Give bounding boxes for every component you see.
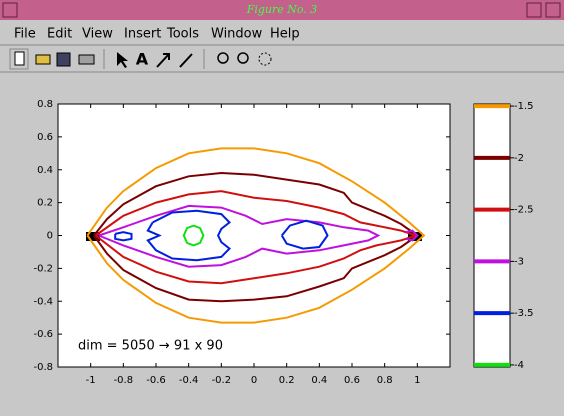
x-tick-label: -0.6	[146, 375, 166, 386]
menu-item[interactable]: Tools	[166, 27, 199, 42]
menu-item[interactable]: Window	[211, 27, 263, 42]
contour-line	[98, 204, 419, 268]
x-tick-label: 0.2	[279, 375, 295, 386]
colorbar-tick-label: -1.5	[514, 101, 534, 112]
x-tick-label: 1	[414, 375, 420, 386]
x-tick-label: 0.6	[344, 375, 360, 386]
line-button[interactable]	[179, 53, 193, 68]
select-button[interactable]	[117, 52, 128, 68]
x-tick-label: -1	[86, 375, 96, 386]
contour-line	[86, 147, 426, 324]
y-tick-label: -0.2	[33, 263, 53, 274]
menu-item[interactable]: Edit	[47, 27, 72, 42]
print-button[interactable]	[78, 54, 95, 65]
window-title: Figure No. 3	[246, 3, 318, 16]
window-menu-button[interactable]	[2, 2, 18, 18]
x-tick-label: 0	[251, 375, 257, 386]
contour-line	[114, 209, 329, 262]
y-tick-label: 0.6	[37, 132, 53, 143]
axes	[57, 103, 451, 368]
maximize-button[interactable]	[545, 2, 561, 18]
x-tick-label: -0.4	[179, 375, 199, 386]
toolbar: A	[9, 48, 272, 70]
y-tick-label: 0.2	[37, 198, 53, 209]
x-tick-label: 0.8	[377, 375, 393, 386]
save-button[interactable]	[56, 52, 71, 67]
colorbar-tick-label: -2	[514, 153, 524, 164]
y-tick-label: -0.8	[33, 362, 53, 373]
text-button[interactable]: A	[136, 50, 149, 69]
x-tick-label: -0.8	[114, 375, 134, 386]
minimize-button[interactable]	[526, 2, 542, 18]
zoom-in-button[interactable]	[217, 52, 229, 64]
colorbar-tick-label: -3.5	[514, 308, 534, 319]
menu-item[interactable]: Insert	[124, 27, 161, 42]
open-button[interactable]	[35, 54, 51, 65]
colorbar-tick-label: -3	[514, 256, 524, 267]
colorbar-tick-label: -2.5	[514, 205, 534, 216]
rotate-button[interactable]	[258, 52, 272, 66]
y-tick-label: -0.6	[33, 329, 53, 340]
colorbar	[473, 103, 511, 368]
new-icon	[14, 51, 25, 66]
left-marker	[86, 232, 100, 241]
x-tick-label: -0.2	[212, 375, 232, 386]
colorbar-tick-label: -4	[514, 360, 524, 371]
menu-item[interactable]: View	[82, 27, 113, 42]
annotation: dim = 5050 → 91 x 90	[78, 339, 223, 354]
menu-item[interactable]: Help	[270, 27, 300, 42]
x-tick-label: 0.4	[311, 375, 327, 386]
contour-line	[182, 224, 205, 247]
contour-line	[94, 190, 419, 285]
y-tick-label: 0	[47, 231, 53, 242]
zoom-out-button[interactable]	[237, 52, 249, 64]
y-tick-label: -0.4	[33, 296, 53, 307]
title-bar	[0, 0, 564, 20]
menu-item[interactable]: File	[14, 27, 36, 42]
arrow-button[interactable]	[156, 53, 170, 68]
y-tick-label: 0.8	[37, 99, 53, 110]
y-tick-label: 0.4	[37, 165, 53, 176]
